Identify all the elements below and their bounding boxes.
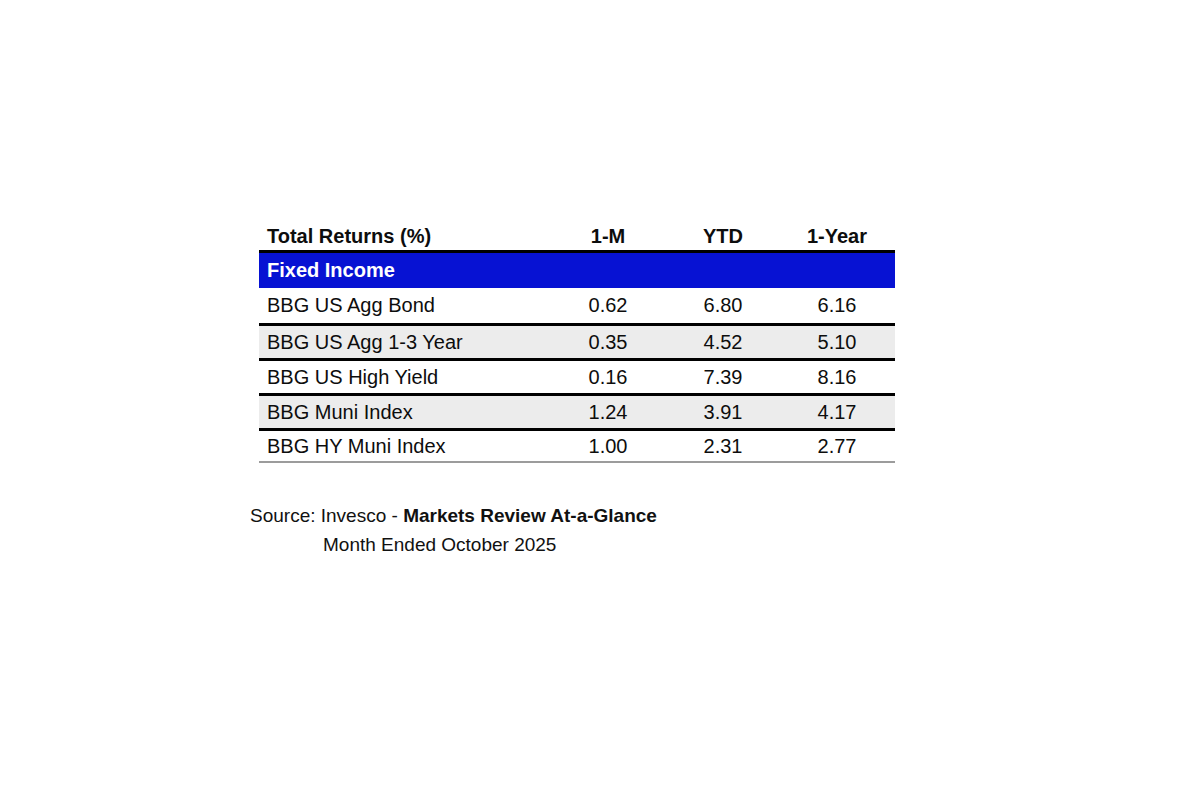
column-header-1m: 1-M xyxy=(549,225,667,248)
table-row: BBG Muni Index 1.24 3.91 4.17 xyxy=(259,393,895,428)
row-name: BBG US Agg Bond xyxy=(259,294,549,317)
table-title: Total Returns (%) xyxy=(259,225,549,248)
row-ytd-value: 3.91 xyxy=(667,401,779,424)
source-caption: Source: Invesco - Markets Review At-a-Gl… xyxy=(250,501,657,559)
row-ytd-value: 4.52 xyxy=(667,331,779,354)
column-header-ytd: YTD xyxy=(667,225,779,248)
row-1m-value: 0.62 xyxy=(549,294,667,317)
row-1yr-value: 8.16 xyxy=(779,366,895,389)
source-publication: Markets Review At-a-Glance xyxy=(403,505,657,526)
row-1m-value: 0.35 xyxy=(549,331,667,354)
row-1yr-value: 5.10 xyxy=(779,331,895,354)
row-name: BBG Muni Index xyxy=(259,401,549,424)
row-name: BBG HY Muni Index xyxy=(259,435,549,458)
section-label: Fixed Income xyxy=(259,259,549,282)
row-1m-value: 1.24 xyxy=(549,401,667,424)
row-1yr-value: 6.16 xyxy=(779,294,895,317)
table-row: BBG US Agg 1-3 Year 0.35 4.52 5.10 xyxy=(259,323,895,358)
row-1m-value: 1.00 xyxy=(549,435,667,458)
row-ytd-value: 7.39 xyxy=(667,366,779,389)
section-header-fixed-income: Fixed Income xyxy=(259,253,895,288)
row-ytd-value: 2.31 xyxy=(667,435,779,458)
page: Total Returns (%) 1-M YTD 1-Year Fixed I… xyxy=(0,0,1200,800)
row-name: BBG US High Yield xyxy=(259,366,549,389)
source-line: Source: Invesco - Markets Review At-a-Gl… xyxy=(250,501,657,530)
row-name: BBG US Agg 1-3 Year xyxy=(259,331,549,354)
table-row: BBG US Agg Bond 0.62 6.80 6.16 xyxy=(259,288,895,323)
source-prefix: Source: Invesco - xyxy=(250,505,403,526)
table-header-row: Total Returns (%) 1-M YTD 1-Year xyxy=(259,222,895,253)
row-1yr-value: 4.17 xyxy=(779,401,895,424)
row-1yr-value: 2.77 xyxy=(779,435,895,458)
row-1m-value: 0.16 xyxy=(549,366,667,389)
table-row: BBG US High Yield 0.16 7.39 8.16 xyxy=(259,358,895,393)
column-header-1year: 1-Year xyxy=(779,225,895,248)
table-row: BBG HY Muni Index 1.00 2.31 2.77 xyxy=(259,428,895,463)
total-returns-table: Total Returns (%) 1-M YTD 1-Year Fixed I… xyxy=(259,222,895,463)
source-period: Month Ended October 2025 xyxy=(250,530,657,559)
row-ytd-value: 6.80 xyxy=(667,294,779,317)
